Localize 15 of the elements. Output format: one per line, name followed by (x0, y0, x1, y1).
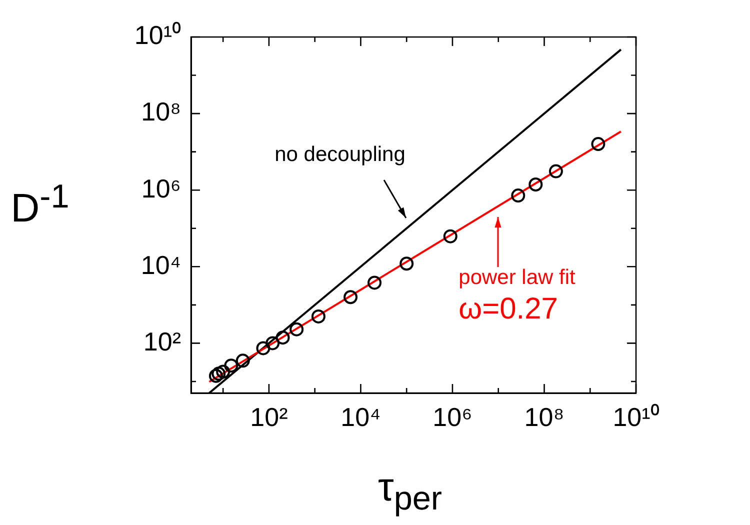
x-tick-label: 10⁶ (432, 402, 472, 432)
x-tick-label: 10⁸ (524, 402, 564, 432)
x-tick-label: 10⁴ (340, 402, 381, 432)
y-tick-label: 10⁶ (141, 173, 181, 204)
annotation: ω=0.27 (458, 292, 558, 326)
y-tick-label: 10¹⁰ (134, 20, 181, 50)
x-axis-title: τ$_{per}$ (378, 466, 442, 518)
x-tick-label: 10² (250, 402, 288, 432)
y-tick-label: 10⁴ (140, 250, 181, 280)
annotation: power law fit (458, 266, 576, 289)
y-tick-label: 10² (143, 326, 182, 356)
annotation: no decoupling (274, 142, 406, 166)
y-tick-label: 10⁸ (141, 96, 181, 127)
y-axis-title: D$^{-1}$ (10, 178, 70, 232)
x-tick-label: 10¹⁰ (612, 402, 660, 432)
